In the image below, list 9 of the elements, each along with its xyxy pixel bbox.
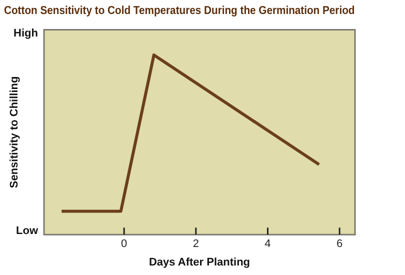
chart-title: Cotton Sensitivity to Cold Temperatures During the Germination Period: [4, 4, 355, 18]
x-tick-label: 0: [121, 238, 128, 250]
x-axis-title: Days After Planting: [148, 256, 250, 268]
x-tick-label: 2: [192, 238, 199, 250]
x-tick-label: 4: [264, 238, 271, 250]
text: High: [14, 27, 38, 40]
y-axis-title: Sensitivity to Chilling: [8, 76, 21, 188]
x-tick-label: 6: [336, 238, 343, 250]
text: Low: [16, 225, 38, 238]
